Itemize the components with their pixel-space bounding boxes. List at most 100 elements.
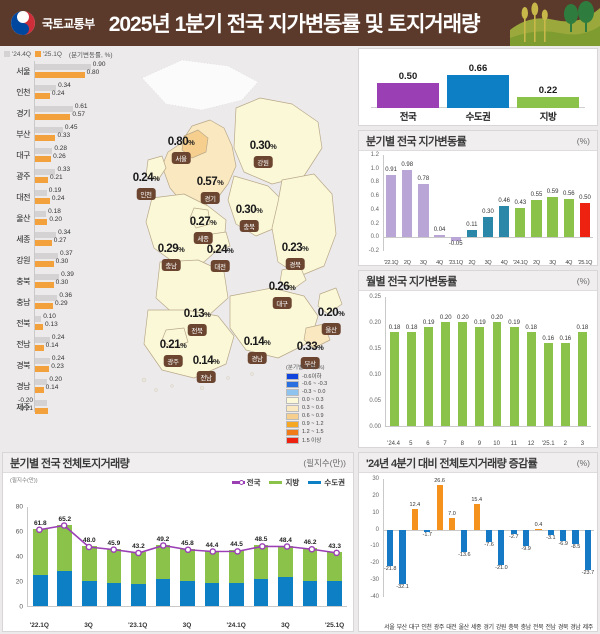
legend-range-label: -0.3 ~ 0.0 — [302, 389, 326, 395]
prev-quarter-bar — [35, 232, 57, 238]
y-tick: 1.2 — [370, 152, 379, 158]
local-segment — [131, 552, 146, 584]
quarter-bar — [466, 229, 478, 238]
quarter-value-label: 0.59 — [546, 188, 559, 195]
change-bar — [399, 529, 406, 584]
curr-quarter-value: 0.27 — [53, 237, 67, 244]
x-tick-label: 2 — [563, 441, 567, 447]
month-bar-slot: 0.18 — [386, 297, 403, 426]
map-legend: (분기별 누계, %) -0.6이하 -0.6 ~ -0.3 -0.3 ~ 0.0 0… — [286, 363, 352, 444]
change-bar-slot: -9.9 — [520, 479, 532, 597]
legend-label: 전국 — [246, 478, 261, 487]
curr-quarter-value: 0.80 — [86, 69, 100, 76]
map-label-충북: 0.30% 충북 — [236, 204, 263, 234]
bar-shape — [447, 75, 509, 108]
region-name: 세종 — [16, 235, 30, 244]
prev-quarter-bar — [35, 148, 53, 154]
map-legend-item: 0.9 ~ 1.2 — [286, 420, 352, 428]
x-tick-label: 3Q — [84, 622, 93, 629]
x-tick-label: 서울 — [384, 625, 395, 631]
change-bar — [387, 529, 394, 567]
region-bar-row: 울산 0.18 0.20 — [0, 208, 132, 229]
transaction-bar-slot: 65.2 — [53, 507, 78, 606]
region-bars: 0.20 0.14 — [35, 376, 132, 395]
percent-sign: % — [264, 338, 271, 347]
metro-segment — [106, 583, 122, 606]
stacked-bar: 45.9 — [106, 540, 122, 606]
month-bar-slot: 0.20 — [488, 297, 505, 426]
region-bars: 0.28 0.26 — [35, 145, 132, 164]
prev-quarter-bar — [35, 316, 42, 322]
region-bars: 0.24 0.23 — [35, 355, 132, 374]
change-bar — [510, 529, 517, 535]
map-value: 0.21% — [159, 339, 187, 351]
region-bar-row: 강원 0.37 0.30 — [0, 250, 132, 271]
x-tick-label: '22.1Q — [383, 260, 399, 266]
regional-change-unit: (%) — [576, 457, 590, 468]
x-tick-label — [52, 622, 77, 629]
prev-quarter-value: 0.24 — [51, 355, 65, 362]
month-bar — [390, 332, 399, 426]
transaction-volume-title: 분기별 전국 전체토지거래량 — [10, 457, 130, 470]
region-bar-row: 전북 0.10 0.13 — [0, 313, 132, 334]
map-label-부산: 0.33% 부산 — [297, 341, 324, 371]
quarter-value-label: 0.55 — [530, 191, 543, 198]
x-tick-label: '23.1Q — [128, 622, 148, 629]
curr-quarter-bar — [35, 282, 54, 288]
prev-quarter-value: 0.90 — [92, 61, 106, 68]
bar-swatch — [269, 481, 283, 484]
x-tick-label: 4Q — [436, 260, 443, 266]
transaction-volume-chart: 80 60 40 20 0 61.8 65.2 48.0 45.9 43.2 49.2 45.8 44… — [3, 473, 353, 631]
map-value: 0.30% — [249, 140, 277, 152]
prev-quarter-value: 0.36 — [59, 292, 72, 299]
x-tick-label: 2Q — [468, 260, 476, 266]
legend-range-label: -0.6 ~ -0.3 — [302, 381, 328, 387]
region-name: 경북 — [16, 361, 30, 370]
x-tick-label: 충북 — [508, 625, 519, 631]
x-tick-label: '23.1Q — [448, 260, 464, 266]
x-tick-label: 세종 — [471, 625, 482, 631]
map-region-tag: 대전 — [210, 260, 230, 272]
regional-change-title: '24년 4분기 대비 전체토지거래량 증감률 — [366, 457, 538, 470]
percent-sign: % — [178, 245, 185, 254]
quarter-value-label: -0.05 — [448, 240, 463, 247]
summary-label-전국: 전국 — [399, 112, 417, 123]
map-region-tag: 전북 — [187, 324, 207, 336]
local-segment — [106, 548, 122, 583]
legend-range-label: 1.2 ~ 1.5 — [302, 429, 324, 435]
prev-quarter-value: 0.39 — [61, 271, 74, 278]
x-tick-label: 대구 — [408, 625, 420, 631]
change-value-label: -21.0 — [495, 564, 508, 571]
region-bars: 0.39 0.30 — [35, 271, 132, 290]
transaction-bars: 61.8 65.2 48.0 45.9 43.2 49.2 45.8 44.4 44.5 48.5… — [27, 507, 347, 607]
map-value: 0.29% — [157, 243, 185, 255]
quarter-bar — [482, 216, 494, 238]
change-bar-slot: -2.7 — [508, 479, 520, 597]
metro-segment — [81, 580, 97, 606]
metro-segment — [204, 583, 220, 606]
total-value-label: 48.0 — [83, 537, 96, 544]
map-region-tag: 세종 — [193, 232, 213, 244]
legend-prev-label: '24.4Q — [12, 50, 31, 58]
quarterly-zero-line — [384, 237, 593, 239]
legend-range-label: 1.5 이상 — [302, 438, 322, 444]
region-name: 전북 — [16, 319, 30, 328]
x-tick-label: 울산 — [458, 625, 470, 631]
region-bar-row: 경북 0.24 0.23 — [0, 355, 132, 376]
quarterly-rate-chart: 1.2 1.0 0.8 0.6 0.4 0.2 0.0 -0.2 0.91 0.98 0.78 0.… — [359, 151, 597, 267]
prev-quarter-value: 0.20 — [49, 376, 63, 383]
prev-quarter-value: 0.19 — [48, 187, 62, 194]
metro-segment — [155, 579, 171, 606]
map-label-인천: 0.24% 인천 — [133, 172, 160, 202]
region-bar-row: 경남 0.20 0.14 — [0, 376, 132, 397]
month-value-label: 0.18 — [576, 325, 589, 332]
total-value-label: 65.2 — [58, 515, 72, 523]
region-bars: 0.24 0.14 — [35, 334, 132, 353]
metro-segment — [180, 581, 195, 606]
x-tick-label: 인천 — [421, 625, 432, 631]
map-label-광주: 0.21% 광주 — [160, 339, 187, 369]
quarter-value-label: 0.04 — [433, 226, 446, 233]
region-bar-row: 광주 0.33 0.21 — [0, 166, 132, 187]
total-value-label: 61.8 — [33, 519, 47, 527]
region-bars: 0.45 0.33 — [35, 124, 132, 143]
